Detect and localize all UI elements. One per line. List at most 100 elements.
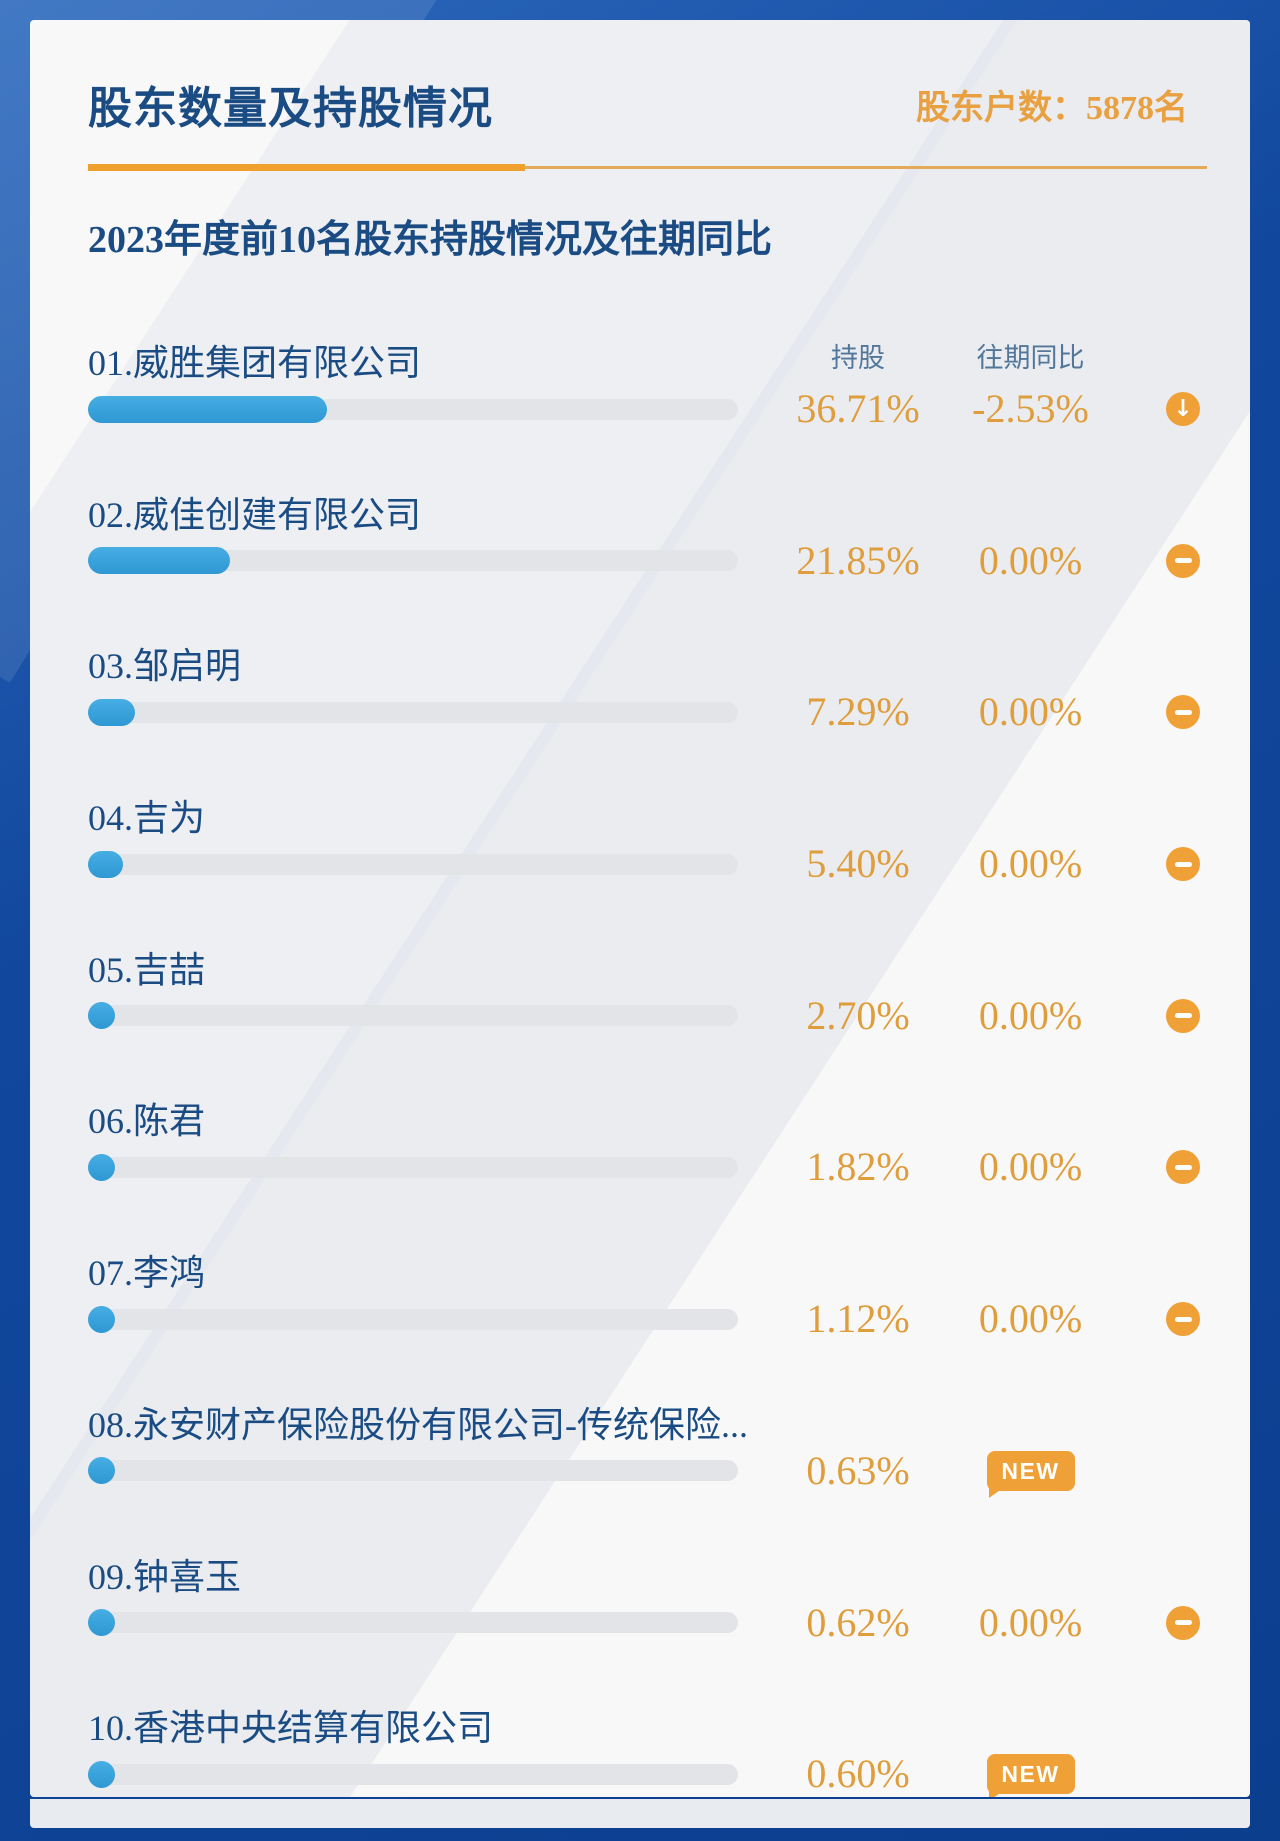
yoy-value: -2.53% bbox=[972, 386, 1089, 431]
shareholder-name: 01.威胜集团有限公司 bbox=[88, 343, 422, 383]
holding-bar-track bbox=[88, 1609, 738, 1636]
yoy-value: NEW bbox=[948, 1450, 1113, 1498]
shareholder-row: 03.邹启明 7.29% 0.00% bbox=[30, 646, 1250, 798]
minus-icon bbox=[1166, 1150, 1200, 1185]
holding-bar-fill bbox=[88, 698, 136, 726]
holding-bar-fill bbox=[88, 1609, 115, 1636]
shareholder-row: 09.钟喜玉 0.62% 0.00% bbox=[30, 1557, 1250, 1709]
shareholder-row: 08.永安财产保险股份有限公司-传统保险... 0.63% NEW bbox=[30, 1405, 1250, 1557]
change-indicator-slot bbox=[1149, 1605, 1217, 1640]
shareholder-name: 06.陈君 bbox=[88, 1101, 206, 1142]
holding-bar-track bbox=[88, 1002, 738, 1030]
shareholder-name: 05.吉喆 bbox=[88, 949, 206, 990]
bar-line: 7.29% 0.00% bbox=[88, 692, 1250, 732]
shareholder-count: 股东户数：5878名 bbox=[916, 80, 1188, 129]
holding-bar-track bbox=[88, 1760, 738, 1788]
minus-icon bbox=[1166, 1605, 1200, 1640]
minus-icon bbox=[1166, 998, 1200, 1033]
change-indicator-slot: ↓ bbox=[1149, 392, 1217, 426]
holding-value: 0.60% bbox=[806, 1751, 910, 1797]
new-badge: NEW bbox=[986, 1754, 1075, 1797]
holding-bar-fill bbox=[88, 850, 124, 878]
shareholder-count-label: 股东户数： bbox=[916, 90, 1086, 127]
change-indicator-slot bbox=[1149, 1302, 1217, 1337]
shareholder-row: 04.吉为 5.40% 0.00% bbox=[30, 798, 1250, 950]
holding-bar-fill bbox=[88, 395, 327, 423]
holding-bar-track bbox=[88, 1305, 738, 1333]
change-indicator-slot bbox=[1149, 847, 1217, 882]
shareholder-row: 02.威佳创建有限公司 21.85% 0.00% bbox=[30, 495, 1250, 647]
bar-line: 0.63% NEW bbox=[88, 1450, 1250, 1498]
shareholder-name: 04.吉为 bbox=[88, 798, 206, 839]
bar-line: 2.70% 0.00% bbox=[88, 995, 1250, 1035]
holding-bar-fill bbox=[88, 1760, 115, 1788]
content-card: 股东数量及持股情况 股东户数：5878名 2023年度前10名股东持股情况及往期… bbox=[30, 20, 1250, 1797]
holding-value: 0.63% bbox=[806, 1447, 910, 1493]
bar-line: 5.40% 0.00% bbox=[88, 844, 1250, 884]
card-bottom-edge bbox=[30, 1799, 1250, 1828]
holding-bar-track bbox=[88, 1457, 738, 1485]
holding-value: 36.71% bbox=[796, 386, 920, 431]
change-indicator-slot bbox=[1149, 1150, 1217, 1185]
bar-line: 21.85% 0.00% bbox=[88, 540, 1250, 580]
holding-value: 2.70% bbox=[806, 992, 910, 1038]
down-arrow-icon: ↓ bbox=[1166, 392, 1200, 426]
shareholder-count-value: 5878 bbox=[1086, 90, 1154, 127]
shareholder-name: 03.邹启明 bbox=[88, 646, 242, 687]
yoy-value: 0.00% bbox=[978, 992, 1083, 1038]
bar-line: 36.71% -2.53% ↓ bbox=[88, 389, 1250, 429]
title-underline bbox=[88, 164, 1207, 172]
yoy-value: 0.00% bbox=[978, 1599, 1083, 1645]
shareholder-name: 07.李鸿 bbox=[88, 1253, 206, 1294]
bar-line: 1.12% 0.00% bbox=[88, 1299, 1250, 1339]
shareholder-name: 10.香港中央结算有限公司 bbox=[88, 1708, 494, 1749]
yoy-value: NEW bbox=[948, 1754, 1113, 1797]
holding-bar-fill bbox=[88, 1305, 115, 1333]
shareholder-row: 10.香港中央结算有限公司 0.60% NEW bbox=[30, 1708, 1250, 1797]
yoy-value: 0.00% bbox=[978, 1296, 1083, 1342]
bar-line: 1.82% 0.00% bbox=[88, 1147, 1250, 1187]
minus-icon bbox=[1166, 1302, 1200, 1337]
change-indicator-slot bbox=[1149, 998, 1217, 1033]
holding-bar-track bbox=[88, 1153, 738, 1181]
shareholder-row: 05.吉喆 2.70% 0.00% bbox=[30, 950, 1250, 1102]
rows: 01.威胜集团有限公司 36.71% -2.53% ↓ 02.威佳创建有限公司 … bbox=[30, 343, 1250, 1797]
holding-bar-track bbox=[88, 698, 738, 726]
shareholder-count-suffix: 名 bbox=[1154, 90, 1188, 127]
holding-value: 7.29% bbox=[806, 689, 910, 735]
minus-icon bbox=[1166, 543, 1200, 578]
minus-icon bbox=[1166, 847, 1200, 882]
holding-value: 1.12% bbox=[806, 1296, 910, 1342]
shareholder-row: 07.李鸿 1.12% 0.00% bbox=[30, 1253, 1250, 1405]
yoy-value: 0.00% bbox=[978, 689, 1083, 735]
shareholder-name: 09.钟喜玉 bbox=[88, 1556, 242, 1597]
page-title: 股东数量及持股情况 bbox=[88, 84, 493, 133]
holding-bar-track bbox=[88, 850, 738, 878]
holding-value: 1.82% bbox=[806, 1144, 910, 1190]
yoy-value: 0.00% bbox=[978, 1144, 1083, 1190]
section-subtitle: 2023年度前10名股东持股情况及往期同比 bbox=[88, 219, 773, 261]
holding-value: 21.85% bbox=[796, 537, 920, 583]
column-header-yoy: 往期同比 bbox=[976, 343, 1085, 373]
new-badge: NEW bbox=[986, 1450, 1075, 1498]
holding-bar-fill bbox=[88, 1002, 115, 1030]
yoy-value: 0.00% bbox=[978, 537, 1083, 583]
change-indicator-slot bbox=[1149, 695, 1217, 730]
holding-bar-fill bbox=[88, 1457, 115, 1485]
bar-line: 0.60% NEW bbox=[88, 1754, 1250, 1797]
title-underline-thick bbox=[88, 164, 525, 171]
shareholder-name: 08.永安财产保险股份有限公司-传统保险... bbox=[88, 1404, 748, 1445]
yoy-value: 0.00% bbox=[978, 841, 1083, 887]
holding-bar-fill bbox=[88, 547, 231, 575]
shareholder-name: 02.威佳创建有限公司 bbox=[88, 494, 422, 535]
column-header-holding: 持股 bbox=[831, 343, 885, 373]
holding-value: 0.62% bbox=[806, 1599, 910, 1645]
holding-value: 5.40% bbox=[806, 841, 910, 887]
holding-bar-fill bbox=[88, 1153, 115, 1181]
holding-bar-track bbox=[88, 547, 738, 575]
title-underline-thin bbox=[525, 166, 1207, 169]
shareholder-row: 06.陈君 1.82% 0.00% bbox=[30, 1101, 1250, 1253]
minus-icon bbox=[1166, 695, 1200, 730]
bar-line: 0.62% 0.00% bbox=[88, 1602, 1250, 1642]
